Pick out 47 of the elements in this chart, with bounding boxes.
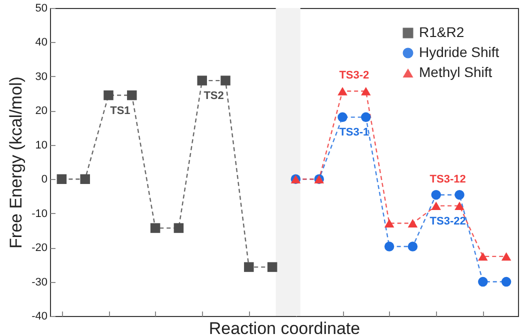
point (361, 86, 371, 96)
legend-label: Hydride Shift (419, 44, 500, 60)
y-axis-title: Free Energy (kcal/mol) (6, 76, 26, 248)
point (384, 219, 394, 228)
point (338, 112, 348, 122)
point (478, 276, 488, 287)
annotation: TS3-12 (430, 173, 466, 186)
point (56, 174, 67, 184)
point (501, 252, 512, 261)
point (244, 262, 254, 272)
annotation: TS3-2 (339, 70, 370, 82)
point (104, 90, 114, 100)
y-tick-label: 40 (35, 36, 48, 49)
point (478, 252, 488, 261)
y-tick-label: -10 (32, 208, 48, 220)
point (127, 90, 137, 100)
y-tick-label: 30 (35, 70, 48, 83)
annotation: TS3-22 (430, 215, 466, 228)
y-tick-label: 10 (35, 139, 48, 152)
point (80, 174, 90, 184)
point (174, 223, 184, 233)
annotation: TS3-1 (339, 126, 370, 139)
point (501, 276, 512, 287)
point (338, 86, 348, 96)
annotation: TS1 (110, 104, 130, 117)
point (267, 262, 278, 272)
legend-label: Methyl Shift (419, 64, 492, 80)
point (197, 76, 207, 86)
x-axis-title: Reaction coordinate (208, 319, 360, 336)
point (220, 76, 230, 86)
point (431, 190, 441, 200)
point (431, 202, 441, 210)
y-tick-label: 20 (35, 105, 48, 118)
point (408, 242, 418, 252)
y-tick-label: -20 (32, 242, 48, 254)
legend-label: R1&R2 (419, 24, 464, 40)
point (150, 223, 160, 233)
point (384, 242, 394, 252)
point (454, 202, 464, 210)
y-tick-label: -30 (32, 276, 48, 288)
y-tick-label: 0 (41, 174, 48, 186)
point (454, 190, 464, 200)
y-tick-label: 50 (35, 2, 48, 14)
point (408, 219, 418, 228)
y-tick-label: -40 (32, 310, 48, 322)
annotation: TS2 (204, 90, 224, 102)
point (361, 112, 371, 122)
